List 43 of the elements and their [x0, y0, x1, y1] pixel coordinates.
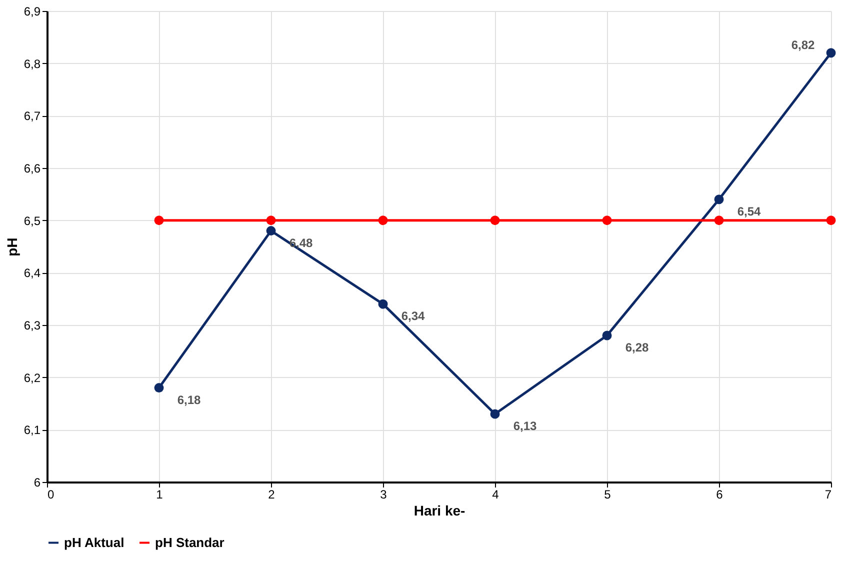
y-tick-label: 6,3	[24, 318, 41, 332]
y-tick-label: 6,5	[24, 214, 41, 228]
point	[378, 299, 388, 309]
x-tick-label: 5	[604, 488, 612, 502]
y-tick-label: 6,8	[24, 56, 41, 71]
data-label: 6,28	[625, 340, 649, 354]
x-tick-label: 7	[824, 488, 832, 502]
y-tick-label: 6,7	[24, 109, 41, 124]
point	[154, 216, 164, 226]
point	[714, 216, 724, 226]
data-label: 6,13	[513, 418, 537, 433]
x-tick-label: 4	[492, 488, 500, 502]
legend-label: pH Standar	[155, 534, 224, 550]
y-tick-label: 6	[34, 476, 41, 490]
y-tick-label: 6,9	[24, 4, 41, 18]
point	[490, 409, 500, 419]
y-tick-label: 6,6	[24, 162, 41, 176]
point	[266, 216, 276, 226]
data-label: 6,18	[177, 392, 201, 407]
point	[602, 216, 612, 226]
x-tick-label: 0	[48, 488, 54, 502]
point	[826, 216, 836, 226]
x-tick-label: 3	[380, 488, 388, 502]
point	[490, 216, 500, 226]
y-tick-label: 6,2	[24, 370, 41, 385]
x-tick-label: 1	[156, 488, 164, 502]
x-axis-title: Hari ke-	[414, 502, 466, 518]
point	[378, 216, 388, 226]
data-label: 6,82	[791, 38, 815, 52]
point	[714, 194, 724, 204]
data-label: 6,48	[289, 236, 313, 250]
data-label: 6,34	[401, 309, 425, 324]
point	[154, 383, 164, 393]
legend-label: pH Aktual	[64, 534, 124, 550]
data-label: 6,54	[737, 204, 761, 218]
y-tick-label: 6,4	[24, 266, 41, 280]
point	[826, 48, 836, 58]
x-tick-label: 2	[268, 488, 276, 502]
point	[602, 330, 612, 340]
x-tick-label: 6	[716, 488, 724, 502]
point	[266, 226, 276, 236]
y-axis-title: pH	[4, 238, 20, 256]
y-tick-label: 6,1	[24, 423, 41, 438]
